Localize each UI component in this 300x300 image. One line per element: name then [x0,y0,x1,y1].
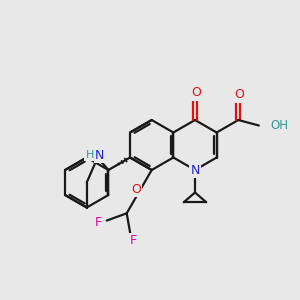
Text: O: O [131,183,141,196]
Text: O: O [191,86,201,100]
Text: OH: OH [271,119,289,132]
Text: ···: ··· [130,155,139,165]
Text: N: N [190,164,200,176]
Text: O: O [234,88,244,101]
Text: H: H [85,151,94,160]
Text: F: F [130,234,137,247]
Text: F: F [95,216,102,229]
Text: N: N [95,149,104,162]
